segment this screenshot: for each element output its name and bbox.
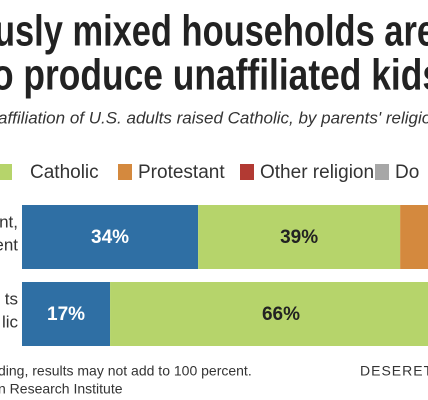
row-label: lic xyxy=(2,312,19,331)
legend-label: Protestant xyxy=(138,162,225,183)
chart-title: usly mixed households are xyxy=(0,7,428,56)
bar-segment xyxy=(22,205,199,269)
legend-swatch xyxy=(375,164,389,180)
note: ding, results may not add to 100 percent… xyxy=(0,363,252,379)
bar-segment xyxy=(198,205,401,269)
legend-label: Other religion xyxy=(260,162,374,183)
chart-title: o produce unaffiliated kids xyxy=(0,51,428,100)
data-label: 66% xyxy=(262,304,300,325)
legend-swatch xyxy=(0,164,12,180)
row-label: ts xyxy=(5,289,18,308)
row-label: ent xyxy=(0,235,18,254)
data-label: 39% xyxy=(280,227,318,248)
bar-segment xyxy=(22,282,111,346)
legend-swatch xyxy=(240,164,254,180)
credit: DESERET xyxy=(360,363,428,379)
legend-swatch xyxy=(118,164,132,180)
source: n Research Institute xyxy=(0,381,123,397)
legend-label: Catholic xyxy=(30,162,99,183)
subtitle: affiliation of U.S. adults raised Cathol… xyxy=(0,108,428,127)
data-label: 34% xyxy=(91,227,129,248)
data-label: 17% xyxy=(47,304,85,325)
bar-segment xyxy=(110,282,428,346)
row-label: nt, xyxy=(0,212,18,231)
legend-label: Do xyxy=(395,162,419,183)
bar-segment xyxy=(400,205,428,269)
